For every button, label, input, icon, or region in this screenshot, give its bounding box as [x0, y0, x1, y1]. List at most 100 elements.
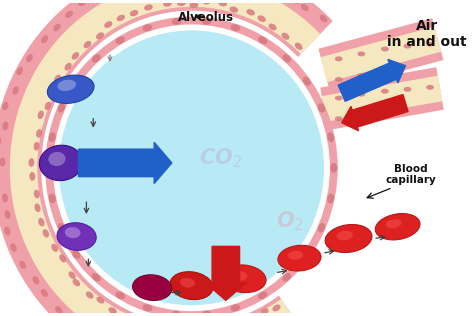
Ellipse shape [45, 17, 338, 316]
Ellipse shape [386, 219, 401, 228]
Text: O$_2$: O$_2$ [276, 209, 303, 233]
Ellipse shape [426, 42, 434, 46]
Ellipse shape [357, 73, 365, 78]
Ellipse shape [302, 77, 310, 86]
Ellipse shape [41, 289, 48, 297]
Polygon shape [320, 67, 444, 130]
Ellipse shape [2, 193, 8, 202]
Ellipse shape [268, 23, 277, 30]
Ellipse shape [232, 271, 247, 281]
Ellipse shape [143, 24, 152, 31]
Ellipse shape [180, 278, 195, 288]
Ellipse shape [375, 214, 420, 240]
Polygon shape [320, 27, 441, 82]
Ellipse shape [48, 152, 65, 166]
Ellipse shape [318, 223, 325, 233]
Ellipse shape [37, 111, 44, 119]
Text: CO$_2$: CO$_2$ [200, 146, 243, 170]
Ellipse shape [229, 7, 238, 13]
Ellipse shape [78, 0, 86, 6]
Ellipse shape [53, 24, 61, 31]
Ellipse shape [426, 85, 434, 90]
Ellipse shape [257, 15, 266, 22]
Text: Air
in and out: Air in and out [387, 19, 467, 49]
Ellipse shape [163, 1, 172, 7]
Ellipse shape [72, 52, 79, 60]
Ellipse shape [0, 157, 5, 166]
Ellipse shape [86, 291, 93, 299]
Ellipse shape [96, 32, 104, 40]
Ellipse shape [278, 245, 321, 271]
Ellipse shape [381, 69, 389, 74]
Ellipse shape [302, 250, 310, 259]
Ellipse shape [65, 227, 81, 238]
Ellipse shape [260, 308, 269, 315]
Ellipse shape [17, 67, 23, 75]
Ellipse shape [49, 194, 56, 203]
Ellipse shape [69, 271, 76, 279]
Ellipse shape [2, 122, 9, 130]
FancyArrow shape [342, 94, 408, 131]
Ellipse shape [59, 254, 66, 263]
Ellipse shape [258, 291, 267, 299]
Ellipse shape [221, 265, 266, 293]
Ellipse shape [143, 304, 152, 312]
Ellipse shape [381, 110, 389, 115]
Text: Alveolus: Alveolus [178, 10, 234, 23]
Ellipse shape [5, 210, 10, 219]
Ellipse shape [36, 129, 42, 138]
Ellipse shape [65, 11, 73, 18]
Ellipse shape [109, 307, 117, 314]
Ellipse shape [26, 54, 33, 62]
Polygon shape [322, 76, 442, 122]
Ellipse shape [144, 4, 153, 10]
Ellipse shape [403, 87, 411, 92]
Ellipse shape [104, 21, 112, 28]
Ellipse shape [10, 243, 17, 252]
Ellipse shape [335, 77, 343, 82]
Ellipse shape [357, 52, 365, 56]
Ellipse shape [0, 137, 1, 145]
Ellipse shape [172, 311, 182, 316]
Ellipse shape [327, 194, 334, 203]
Ellipse shape [116, 291, 125, 299]
Ellipse shape [318, 103, 325, 112]
Ellipse shape [133, 275, 172, 301]
Ellipse shape [28, 158, 35, 167]
FancyArrow shape [205, 246, 246, 301]
Ellipse shape [273, 305, 281, 311]
Ellipse shape [54, 75, 61, 83]
Ellipse shape [381, 46, 389, 52]
Ellipse shape [320, 15, 328, 22]
Ellipse shape [51, 244, 58, 252]
Ellipse shape [41, 35, 48, 43]
Ellipse shape [288, 251, 303, 260]
Ellipse shape [231, 304, 240, 312]
Ellipse shape [231, 24, 240, 31]
Ellipse shape [72, 77, 80, 86]
Ellipse shape [117, 15, 125, 21]
Polygon shape [319, 18, 443, 90]
Ellipse shape [83, 41, 91, 48]
Ellipse shape [403, 44, 411, 49]
Ellipse shape [72, 250, 80, 259]
Ellipse shape [116, 36, 125, 44]
Ellipse shape [170, 272, 213, 300]
Ellipse shape [47, 75, 94, 103]
Ellipse shape [295, 43, 302, 50]
Ellipse shape [292, 0, 300, 4]
Ellipse shape [57, 80, 76, 91]
Ellipse shape [92, 273, 100, 282]
Ellipse shape [325, 224, 372, 252]
Ellipse shape [4, 227, 10, 235]
Ellipse shape [29, 172, 35, 181]
Ellipse shape [64, 63, 72, 70]
Ellipse shape [38, 218, 45, 227]
Ellipse shape [219, 0, 227, 6]
Ellipse shape [57, 223, 96, 250]
Ellipse shape [330, 163, 337, 173]
FancyArrow shape [338, 59, 406, 101]
Ellipse shape [55, 306, 63, 314]
FancyArrow shape [79, 142, 172, 184]
Ellipse shape [283, 54, 291, 63]
